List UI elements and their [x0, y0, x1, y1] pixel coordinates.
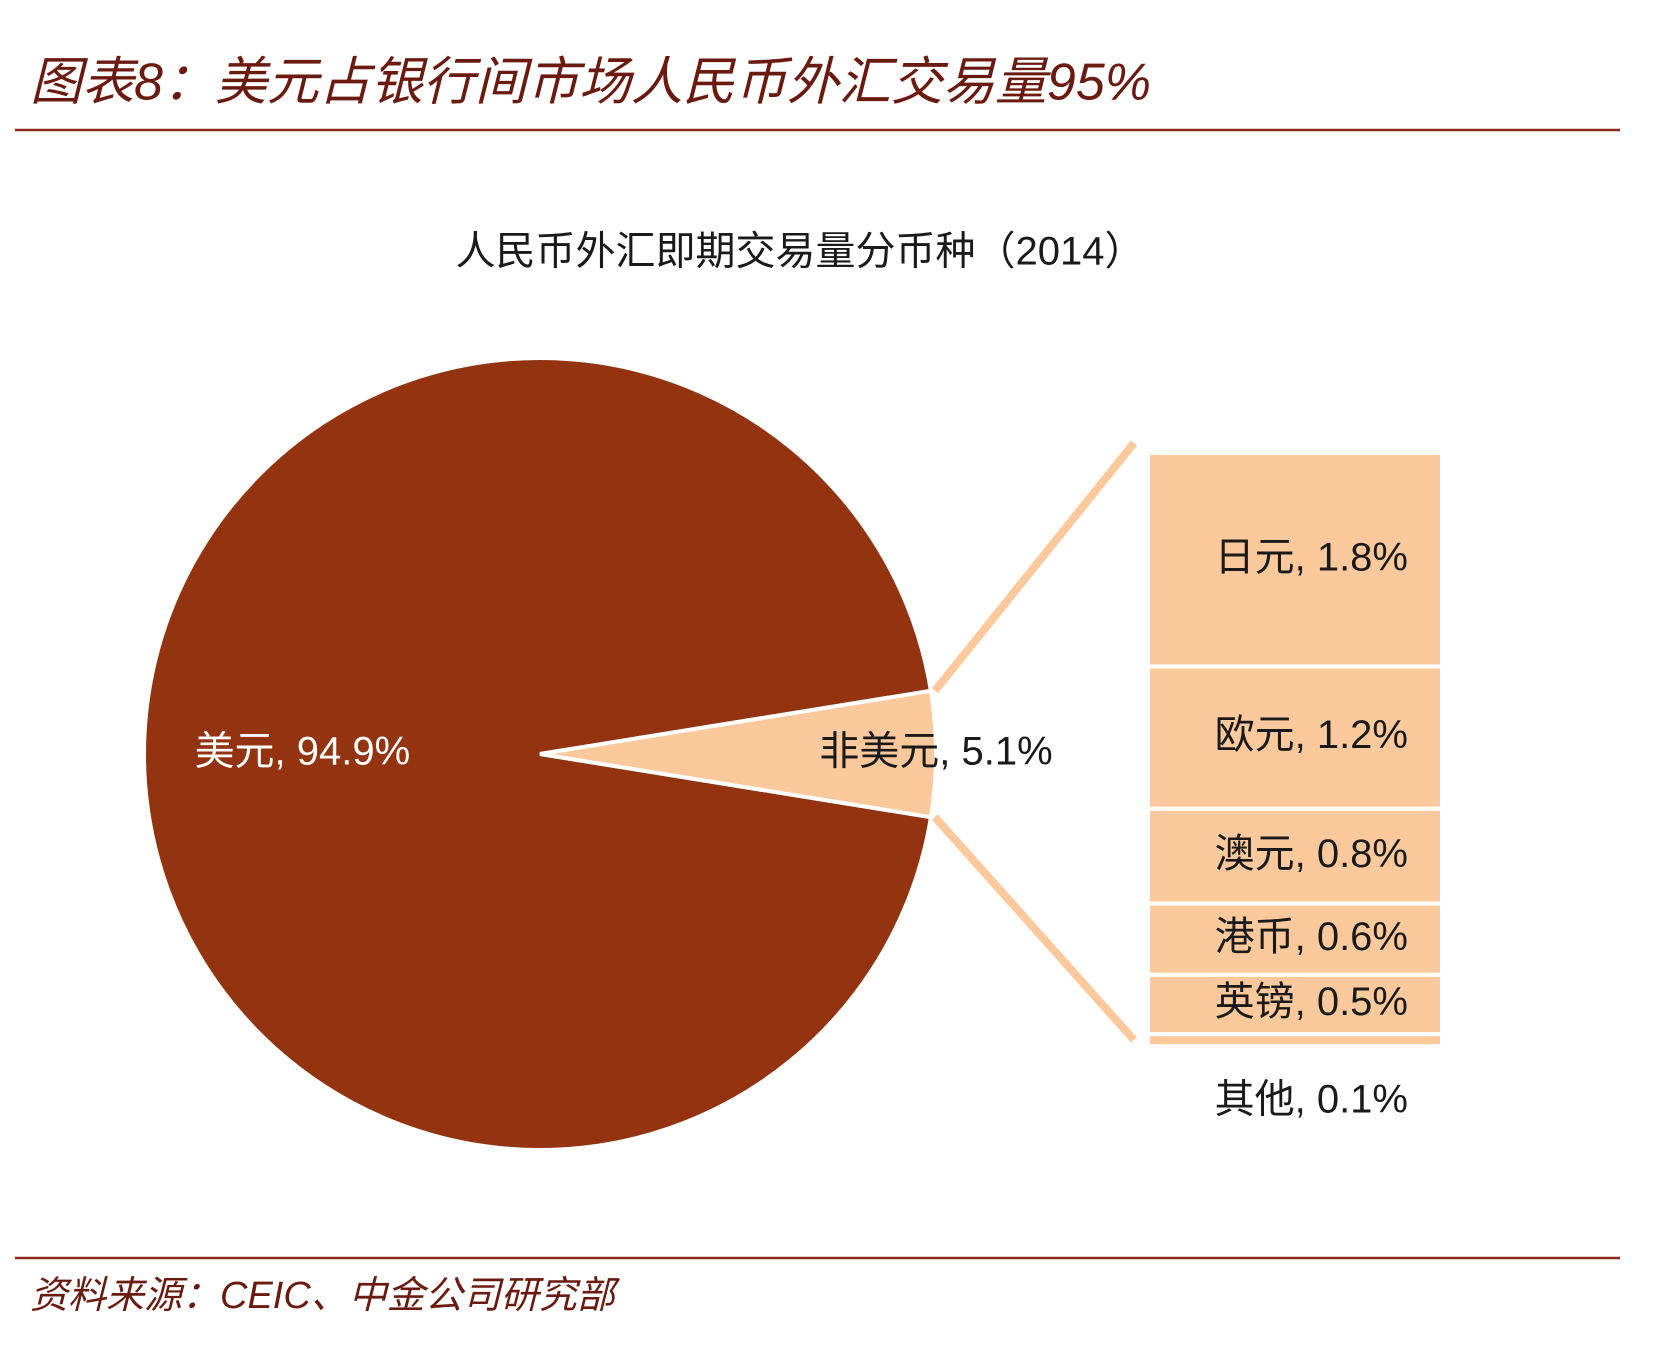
- segment-label: 港币, 0.6%: [1215, 915, 1408, 959]
- plot: 美元, 94.9% 非美元, 5.1% 日元, 1.8% 欧元, 1.2% 澳元, 0.…: [142, 356, 1444, 1152]
- bar-segment: [1146, 664, 1444, 811]
- chart-title: 人民币外汇即期交易量分币种（2014）: [456, 230, 1145, 274]
- connector-line: [931, 440, 1138, 694]
- segment-label: 日元, 1.8%: [1215, 535, 1408, 579]
- segment-label: 英镑, 0.5%: [1215, 980, 1408, 1024]
- bar-segment: [1146, 806, 1444, 906]
- header-title: 图表8：美元占银行间市场人民币外汇交易量95%: [30, 54, 1151, 112]
- segment-label: 澳元, 0.8%: [1215, 832, 1408, 876]
- source-note: 资料来源：CEIC、中金公司研究部: [30, 1275, 621, 1317]
- slice-label: 非美元, 5.1%: [819, 730, 1052, 774]
- bar-segment: [1146, 972, 1444, 1037]
- segment-label: 欧元, 1.2%: [1215, 713, 1408, 757]
- segment-label: 其他, 0.1%: [1215, 1078, 1408, 1122]
- bar-segment: [1146, 451, 1444, 669]
- pie-slice: [142, 356, 934, 1152]
- bar-segment: [1146, 1032, 1444, 1049]
- pie-slice: [539, 688, 938, 820]
- slice-label: 美元, 94.9%: [195, 730, 411, 774]
- connector-line: [931, 814, 1137, 1043]
